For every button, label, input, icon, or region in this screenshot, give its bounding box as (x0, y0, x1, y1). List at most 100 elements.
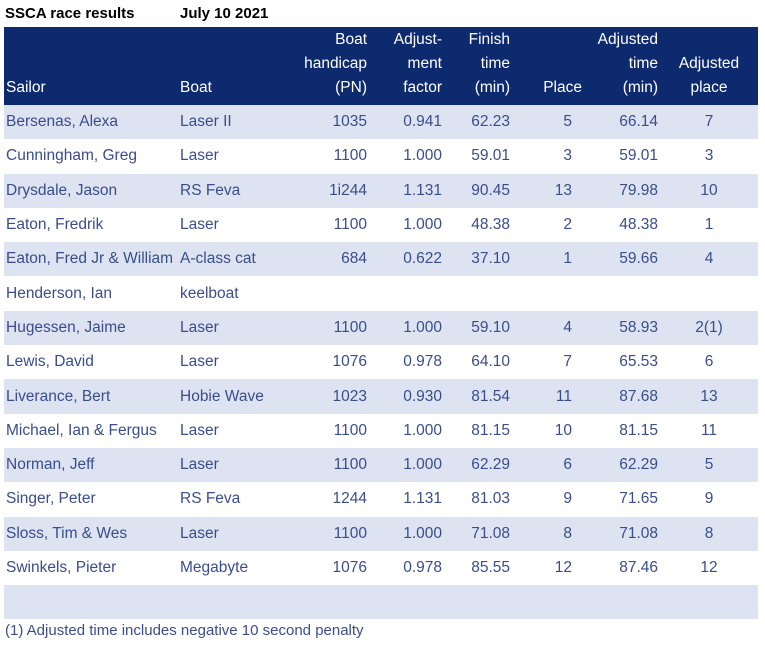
cell-adjusted-place (660, 585, 758, 620)
cell-sailor: Henderson, Ian (6, 284, 112, 302)
cell-sailor: Lewis, David (6, 353, 94, 371)
cell-adjusted-time: 79.98 (584, 173, 660, 208)
table-row: Bersenas, Alexa Laser II 1035 0.941 62.23 5 66… (4, 105, 758, 140)
cell-handicap: 1076 (332, 559, 367, 576)
cell-place: 1 (512, 242, 584, 277)
cell-handicap: 1035 (298, 105, 369, 140)
cell-adjustment-factor: 1.000 (369, 516, 444, 551)
cell-adjusted-time: 87.68 (584, 379, 660, 414)
cell-sailor (4, 585, 178, 620)
cell-boat: Laser II (178, 105, 298, 140)
cell-adjusted-time: 71.08 (584, 516, 660, 551)
cell-adjustment-factor: 1.000 (369, 310, 444, 346)
cell-finish-time: 48.38 (471, 216, 510, 234)
cell-adjusted-place: 2(1) (660, 310, 758, 346)
cell-finish-time: 64.10 (471, 353, 510, 371)
cell-sailor: Swinkels, Pieter (6, 559, 117, 576)
header-row: Sailor Boat Boat handicap (PN) Adjust-ment… (4, 27, 758, 105)
cell-boat: Laser (178, 516, 298, 551)
cell-handicap: 1023 (298, 379, 369, 414)
cell-sailor: Bersenas, Alexa (4, 105, 178, 140)
cell-finish-time (444, 585, 512, 620)
cell-handicap: 1100 (333, 216, 367, 234)
cell-adjusted-time: 81.15 (619, 421, 658, 439)
cell-adjustment-factor: 1.000 (403, 147, 442, 165)
cell-place: 8 (512, 516, 584, 551)
cell-adjustment-factor: 0.622 (369, 242, 444, 277)
cell-adjusted-time: 59.01 (619, 147, 658, 165)
cell-adjusted-place: 11 (700, 421, 718, 439)
cell-adjusted-place: 8 (660, 516, 758, 551)
cell-adjusted-time: 87.46 (619, 559, 658, 576)
table-row (4, 585, 758, 620)
cell-place: 12 (554, 559, 572, 576)
cell-adjusted-time: 62.29 (584, 447, 660, 483)
cell-boat: A-class cat (178, 242, 298, 277)
table-row: Sloss, Tim & Wes Laser 1100 1.000 71.08 8 71.0… (4, 516, 758, 551)
cell-finish-time: 90.45 (444, 173, 512, 208)
cell-sailor: Sloss, Tim & Wes (4, 516, 178, 551)
cell-handicap: 1076 (332, 353, 367, 371)
cell-adjustment-factor (369, 276, 444, 310)
cell-adjusted-time: 65.53 (619, 353, 658, 371)
cell-handicap: 1100 (298, 310, 369, 346)
cell-boat: Laser (178, 310, 298, 346)
table-row: Eaton, Fredrik Laser 1100 1.000 48.38 2 48.38 1 (4, 208, 758, 242)
cell-adjusted-time (584, 585, 660, 620)
cell-handicap: 1i244 (298, 173, 369, 208)
cell-sailor: Drysdale, Jason (4, 173, 178, 208)
col-finish-time: Finish time (min) (444, 27, 512, 105)
cell-adjusted-place: 4 (660, 242, 758, 277)
cell-place: 6 (512, 447, 584, 483)
cell-place: 11 (512, 379, 584, 414)
cell-place (512, 585, 584, 620)
cell-adjusted-place: 3 (704, 147, 714, 165)
cell-boat: Laser (178, 447, 298, 483)
cell-place: 7 (563, 353, 572, 371)
cell-adjustment-factor: 1.000 (403, 421, 442, 439)
cell-finish-time: 81.03 (471, 490, 510, 508)
cell-adjusted-place: 6 (704, 353, 714, 371)
cell-adjustment-factor: 0.930 (369, 379, 444, 414)
cell-adjusted-place: 9 (704, 490, 714, 508)
cell-adjusted-place: 13 (660, 379, 758, 414)
cell-finish-time: 59.01 (471, 147, 510, 165)
col-adjusted-time: Adjusted time (min) (584, 27, 660, 105)
table-row: Norman, Jeff Laser 1100 1.000 62.29 6 62.29 5 (4, 447, 758, 483)
table-row: Henderson, Ian keelboat (4, 276, 758, 310)
cell-boat: Laser (180, 421, 219, 439)
col-sailor: Sailor (4, 27, 178, 105)
col-adjustment-factor: Adjust-ment factor (369, 27, 444, 105)
cell-adjusted-time: 66.14 (584, 105, 660, 140)
race-results-table: Sailor Boat Boat handicap (PN) Adjust-ment… (4, 27, 758, 620)
cell-adjustment-factor: 1.000 (403, 216, 442, 234)
cell-finish-time: 71.08 (444, 516, 512, 551)
cell-adjusted-time: 48.38 (619, 216, 658, 234)
cell-boat: Laser (180, 353, 219, 371)
cell-finish-time: 81.15 (471, 421, 510, 439)
cell-sailor: Singer, Peter (6, 490, 96, 508)
table-row: Singer, Peter RS Feva 1244 1.131 81.03 9 71.65… (4, 482, 758, 516)
cell-boat: Laser (180, 147, 219, 165)
cell-boat (178, 585, 298, 620)
cell-place: 10 (554, 421, 572, 439)
cell-adjusted-time: 59.66 (584, 242, 660, 277)
cell-sailor: Cunningham, Greg (6, 147, 137, 165)
cell-handicap: 1100 (333, 147, 367, 165)
cell-boat: Megabyte (180, 559, 249, 576)
cell-adjustment-factor: 1.131 (369, 173, 444, 208)
cell-place (512, 276, 584, 310)
cell-place: 5 (512, 105, 584, 140)
cell-adjusted-place: 5 (660, 447, 758, 483)
table-row: Drysdale, Jason RS Feva 1i244 1.131 90.45 13 7… (4, 173, 758, 208)
cell-finish-time: 62.29 (444, 447, 512, 483)
cell-finish-time: 85.55 (471, 559, 510, 576)
report-title: SSCA race results (5, 5, 135, 22)
table-row: Hugessen, Jaime Laser 1100 1.000 59.10 4 58.93… (4, 310, 758, 346)
cell-boat: RS Feva (178, 173, 298, 208)
cell-place: 2 (563, 216, 572, 234)
cell-finish-time (444, 276, 512, 310)
cell-sailor: Eaton, Fred Jr & William (4, 242, 178, 277)
cell-handicap: 1244 (332, 490, 367, 508)
cell-finish-time: 81.54 (444, 379, 512, 414)
